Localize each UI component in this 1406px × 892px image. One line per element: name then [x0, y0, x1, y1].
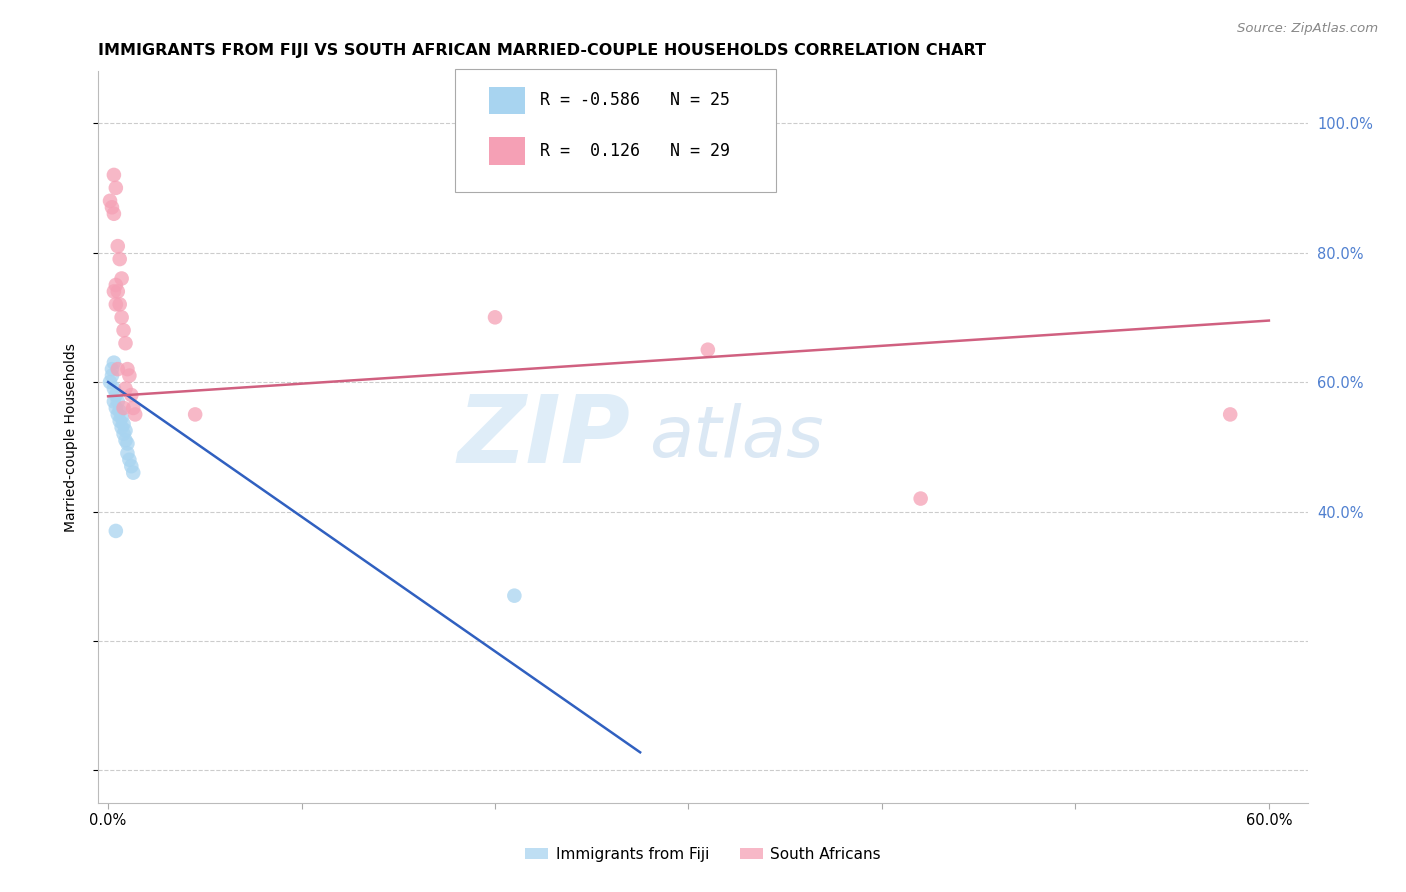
Point	[503, 589, 526, 603]
Point	[103, 285, 125, 299]
Point	[101, 200, 124, 214]
Point	[108, 404, 131, 418]
Point	[103, 382, 125, 396]
Text: Source: ZipAtlas.com: Source: ZipAtlas.com	[1237, 22, 1378, 36]
Point	[107, 394, 129, 409]
Point	[103, 394, 125, 409]
Point	[114, 434, 136, 448]
Point	[108, 297, 131, 311]
Point	[122, 466, 145, 480]
Point	[104, 388, 127, 402]
Point	[118, 452, 141, 467]
Point	[114, 424, 136, 438]
Legend: Immigrants from Fiji, South Africans: Immigrants from Fiji, South Africans	[519, 841, 887, 868]
Text: ZIP: ZIP	[457, 391, 630, 483]
Point	[112, 401, 135, 415]
Point	[104, 401, 127, 415]
Point	[98, 375, 121, 389]
Point	[107, 285, 129, 299]
Point	[124, 408, 146, 422]
Point	[122, 401, 145, 415]
FancyBboxPatch shape	[489, 87, 526, 114]
Point	[111, 271, 134, 285]
Point	[117, 362, 139, 376]
Point	[112, 426, 135, 441]
Point	[910, 491, 932, 506]
Point	[104, 181, 127, 195]
Text: R = -0.586   N = 25: R = -0.586 N = 25	[540, 92, 730, 110]
Point	[108, 414, 131, 428]
Point	[1219, 408, 1241, 422]
Point	[112, 323, 135, 337]
Point	[118, 368, 141, 383]
Point	[108, 252, 131, 266]
Point	[120, 459, 142, 474]
Point	[104, 524, 127, 538]
Point	[114, 336, 136, 351]
Point	[111, 420, 134, 434]
Point	[112, 417, 135, 431]
FancyBboxPatch shape	[489, 137, 526, 165]
Point	[117, 446, 139, 460]
Point	[98, 194, 121, 208]
Point	[104, 297, 127, 311]
Text: IMMIGRANTS FROM FIJI VS SOUTH AFRICAN MARRIED-COUPLE HOUSEHOLDS CORRELATION CHAR: IMMIGRANTS FROM FIJI VS SOUTH AFRICAN MA…	[98, 43, 987, 58]
Text: atlas: atlas	[648, 402, 823, 472]
Point	[103, 168, 125, 182]
Point	[111, 310, 134, 325]
Point	[101, 368, 124, 383]
Point	[696, 343, 718, 357]
Point	[484, 310, 506, 325]
Point	[107, 362, 129, 376]
Point	[101, 362, 124, 376]
Point	[103, 207, 125, 221]
FancyBboxPatch shape	[456, 70, 776, 192]
Point	[111, 410, 134, 425]
Text: R =  0.126   N = 29: R = 0.126 N = 29	[540, 143, 730, 161]
Point	[103, 356, 125, 370]
Point	[184, 408, 207, 422]
Point	[104, 277, 127, 292]
Point	[114, 382, 136, 396]
Y-axis label: Married-couple Households: Married-couple Households	[63, 343, 77, 532]
Point	[107, 408, 129, 422]
Point	[107, 239, 129, 253]
Point	[120, 388, 142, 402]
Point	[117, 436, 139, 450]
